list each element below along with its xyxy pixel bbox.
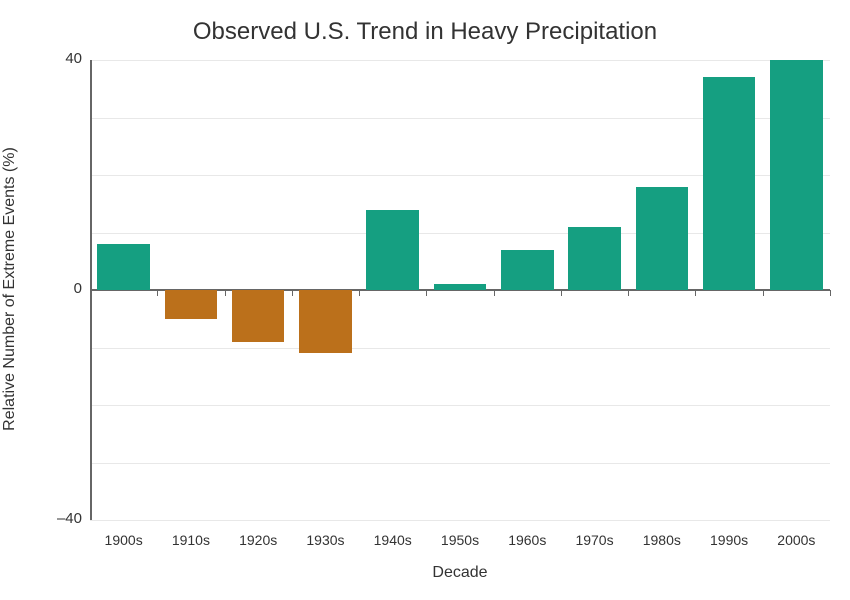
y-tick-label: 40 (42, 50, 82, 67)
x-tick (561, 290, 562, 296)
bar (770, 60, 822, 290)
grid-line (90, 463, 830, 464)
y-tick-label: –40 (42, 510, 82, 527)
bar (434, 284, 486, 290)
x-tick-label: 1970s (575, 532, 613, 548)
bar (501, 250, 553, 290)
bar (703, 77, 755, 290)
y-tick-label: 0 (42, 280, 82, 297)
grid-line (90, 520, 830, 521)
x-tick (695, 290, 696, 296)
x-tick (628, 290, 629, 296)
grid-line (90, 405, 830, 406)
x-tick (426, 290, 427, 296)
x-tick-label: 1930s (306, 532, 344, 548)
chart-title: Observed U.S. Trend in Heavy Precipitati… (0, 18, 850, 46)
x-axis-title: Decade (90, 564, 830, 582)
y-axis-title: Relative Number of Extreme Events (%) (1, 129, 19, 449)
grid-line (90, 348, 830, 349)
bar (568, 227, 620, 290)
x-tick (494, 290, 495, 296)
chart-container: Observed U.S. Trend in Heavy Precipitati… (0, 0, 850, 600)
grid-line (90, 60, 830, 61)
x-tick-label: 1980s (643, 532, 681, 548)
x-tick (292, 290, 293, 296)
x-tick-label: 1940s (374, 532, 412, 548)
x-tick-label: 1920s (239, 532, 277, 548)
x-tick (830, 290, 831, 296)
x-tick-label: 1950s (441, 532, 479, 548)
x-tick-label: 1900s (105, 532, 143, 548)
x-tick-label: 1960s (508, 532, 546, 548)
bar (299, 290, 351, 353)
x-tick (157, 290, 158, 296)
bar (232, 290, 284, 342)
bar (165, 290, 217, 319)
x-tick (225, 290, 226, 296)
bar (366, 210, 418, 291)
bar (97, 244, 149, 290)
x-tick-label: 1910s (172, 532, 210, 548)
bar (636, 187, 688, 291)
x-tick (359, 290, 360, 296)
plot-area (90, 60, 830, 520)
x-tick-label: 1990s (710, 532, 748, 548)
x-tick (763, 290, 764, 296)
x-tick-label: 2000s (777, 532, 815, 548)
x-tick (90, 290, 91, 296)
